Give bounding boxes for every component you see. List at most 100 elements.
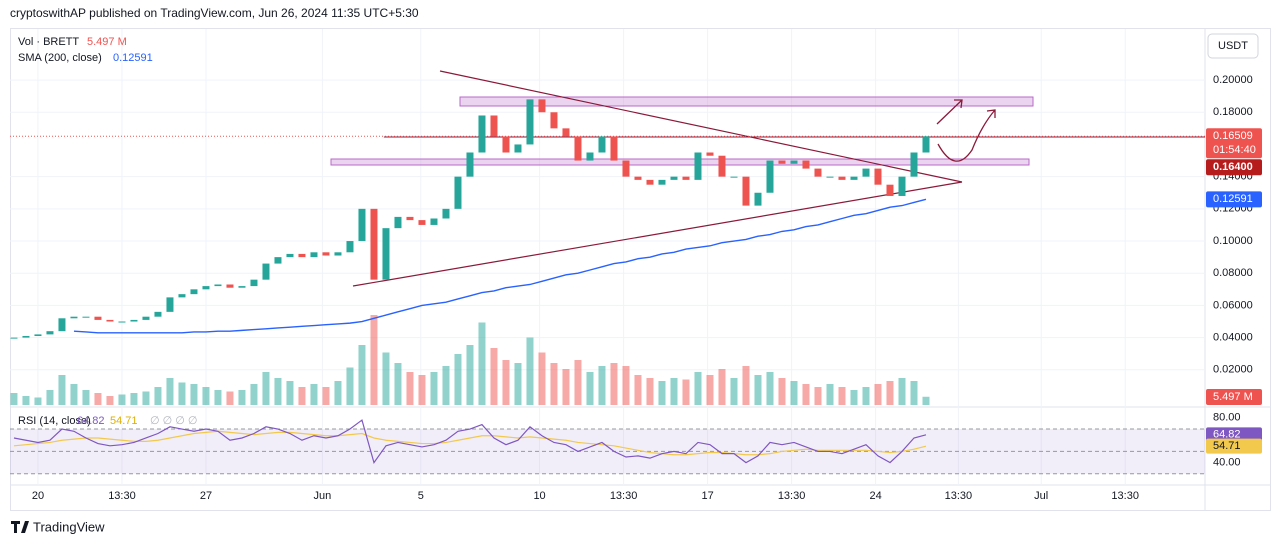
y-tick-label: 0.02000 (1213, 364, 1253, 376)
legend-value: 64.82 (77, 415, 105, 427)
x-tick-label: Jun (313, 490, 331, 502)
volume-bar (370, 315, 378, 405)
volume-bar (466, 345, 474, 405)
volume-bar (778, 378, 786, 405)
volume-bar (418, 375, 426, 405)
rsi-ma-line (13, 430, 927, 456)
candle (682, 176, 690, 180)
legend-value: 0.12591 (113, 52, 153, 64)
volume-bar (334, 381, 342, 405)
legend-name: SMA (200, close) (18, 52, 102, 64)
rsi-line (13, 419, 927, 464)
candle (166, 297, 174, 312)
candle (286, 253, 294, 258)
legend-name: Vol · BRETT (18, 36, 79, 48)
candle (226, 284, 234, 288)
candle (94, 316, 102, 320)
volume-bar (886, 381, 894, 405)
candle (910, 152, 918, 177)
sma-label: 0.12591 (1213, 193, 1253, 205)
resistance-box (459, 96, 1034, 107)
volume-bar (190, 384, 198, 405)
rsi-tick-label: 80.00 (1213, 412, 1241, 424)
candle (478, 115, 486, 153)
candle (730, 176, 738, 178)
volume-bar (910, 381, 918, 405)
candle (514, 144, 522, 153)
x-tick-label: 13:30 (108, 490, 136, 502)
y-tick-label: 0.20000 (1213, 74, 1253, 86)
trendline (439, 70, 963, 183)
candle (922, 136, 930, 153)
volume-bar (766, 372, 774, 405)
candle (46, 331, 54, 335)
candle (718, 155, 726, 177)
candle (754, 192, 762, 206)
candle (310, 252, 318, 258)
header: cryptoswithAP published on TradingView.c… (10, 6, 419, 20)
candle (790, 160, 798, 164)
volume-bar (274, 378, 282, 405)
volume-bar (550, 363, 558, 405)
x-tick-label: 13:30 (610, 490, 638, 502)
x-tick-label: 10 (533, 490, 545, 502)
volume-bar (166, 378, 174, 405)
volume-bar (730, 378, 738, 405)
currency-button[interactable] (1207, 33, 1259, 59)
volume-bar (646, 378, 654, 405)
candle (82, 316, 90, 318)
x-tick-label: 17 (701, 490, 713, 502)
candle (574, 136, 582, 161)
volume-bar (838, 387, 846, 405)
candle (502, 136, 510, 153)
volume-bar (106, 396, 114, 405)
candle (874, 168, 882, 185)
y-tick-label: 0.10000 (1213, 235, 1253, 247)
candle (646, 179, 654, 185)
volume-bar (454, 354, 462, 405)
volume-bar (826, 384, 834, 405)
volume-bar (478, 322, 486, 405)
candle (154, 311, 162, 317)
candle (598, 136, 606, 153)
volume-bar (742, 366, 750, 405)
volume-bar (790, 381, 798, 405)
candle (262, 263, 270, 280)
legend-name: RSI (14, close) (18, 415, 91, 427)
brand: TradingView (33, 519, 105, 534)
candle (202, 286, 210, 290)
candle (58, 318, 66, 332)
candle (322, 252, 330, 256)
x-tick-label: 13:30 (1111, 490, 1139, 502)
volume-bar (394, 363, 402, 405)
x-tick-label: 5 (418, 490, 424, 502)
candle (70, 316, 78, 319)
volume-bar (298, 387, 306, 405)
volume-bar (94, 393, 102, 405)
volume-bar (382, 352, 390, 405)
volume-bar (262, 372, 270, 405)
volume-bar (514, 363, 522, 405)
volume-label-box (1206, 389, 1262, 405)
sma-label-box (1206, 191, 1262, 208)
volume-bar (70, 384, 78, 405)
y-tick-label: 0.06000 (1213, 299, 1253, 311)
candle (10, 337, 18, 339)
rsi-tick-label: 40.00 (1213, 457, 1241, 469)
currency[interactable]: USDT (1218, 40, 1248, 52)
candle (634, 176, 642, 180)
volume-bar (430, 372, 438, 405)
x-tick-label: 24 (869, 490, 881, 502)
candle (214, 284, 222, 287)
candle (550, 112, 558, 129)
candle (658, 179, 666, 185)
x-tick-label: 20 (32, 490, 44, 502)
y-tick-label: 0.18000 (1213, 106, 1253, 118)
volume-bar (850, 390, 858, 405)
volume-label: 5.497 M (1213, 391, 1253, 403)
volume-bar (406, 372, 414, 405)
volume-bar (442, 366, 450, 405)
candle (562, 128, 570, 137)
trendline (352, 181, 963, 287)
volume-bar (598, 366, 606, 405)
